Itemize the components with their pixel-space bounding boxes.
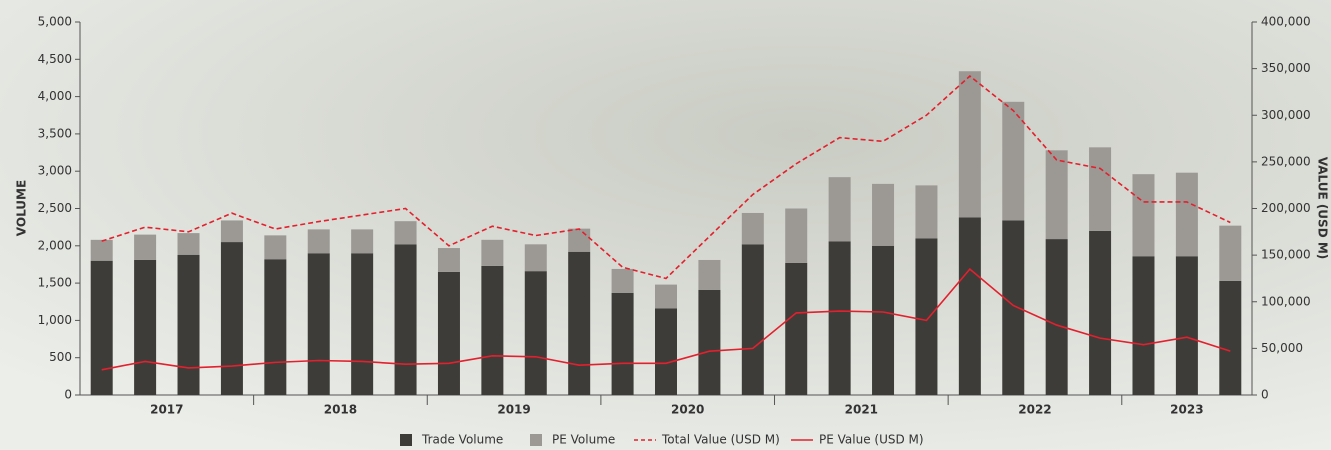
bar: [1175, 256, 1198, 395]
y-tick-label: 3,000: [38, 164, 72, 178]
bar: [1089, 230, 1112, 395]
bar: [307, 229, 330, 254]
bar: [90, 260, 113, 395]
line: [101, 267, 1231, 371]
y-tick-label: 0: [64, 388, 72, 402]
y2-tick-label: 200,000: [1261, 201, 1311, 215]
bar: [1219, 280, 1242, 395]
line: [101, 75, 1231, 280]
bar: [1002, 101, 1025, 221]
bar: [698, 289, 721, 395]
bar: [264, 235, 287, 260]
bar: [351, 253, 374, 395]
bar: [655, 284, 677, 309]
bar: [177, 233, 200, 255]
bar: [568, 251, 591, 395]
bar: [611, 268, 634, 293]
bar: [828, 241, 851, 395]
bar: [785, 208, 808, 263]
y-axis-title: VOLUME: [15, 180, 29, 236]
bar: [437, 248, 460, 272]
x-group-label: 2017: [150, 403, 183, 417]
y-tick-label: 2,500: [38, 201, 72, 215]
bar: [220, 220, 243, 243]
bar: [524, 244, 547, 272]
y2-tick-label: 50,000: [1261, 341, 1303, 355]
bar: [394, 244, 417, 395]
x-group-label: 2019: [497, 403, 530, 417]
bar: [134, 259, 157, 395]
y-tick-label: 4,000: [38, 89, 72, 103]
bar: [264, 259, 287, 395]
y-tick-label: 1,000: [38, 313, 72, 327]
y2-tick-label: 150,000: [1261, 248, 1311, 262]
bar: [741, 244, 764, 395]
legend-swatch: [400, 434, 412, 446]
bar: [134, 234, 157, 260]
x-group-label: 2021: [845, 403, 878, 417]
bar: [698, 259, 721, 290]
bar: [1219, 225, 1242, 281]
y-tick-label: 2,000: [38, 238, 72, 252]
bar: [741, 212, 764, 245]
legend-label: PE Value (USD M): [819, 433, 924, 447]
bar: [1132, 256, 1155, 395]
bar: [220, 242, 243, 395]
bar: [1002, 220, 1025, 395]
bar: [524, 271, 547, 395]
legend-swatch: [530, 434, 542, 446]
bar: [1089, 147, 1112, 231]
bar: [958, 217, 981, 395]
bar: [1132, 174, 1155, 257]
bar: [481, 239, 504, 266]
bar: [1175, 172, 1198, 257]
y2-tick-label: 350,000: [1261, 61, 1311, 75]
y2-tick-label: 400,000: [1261, 15, 1311, 29]
y2-tick-label: 100,000: [1261, 294, 1311, 308]
x-group-label: 2023: [1170, 403, 1203, 417]
legend-label: Total Value (USD M): [661, 433, 780, 447]
bar: [351, 229, 374, 254]
x-group-label: 2022: [1018, 403, 1051, 417]
y-tick-label: 1,500: [38, 276, 72, 290]
y2-tick-label: 0: [1261, 388, 1269, 402]
y-tick-label: 500: [49, 350, 72, 364]
bar: [177, 254, 200, 395]
bar: [437, 271, 460, 395]
legend-label: Trade Volume: [421, 433, 503, 447]
bar: [1045, 150, 1068, 240]
bar: [958, 71, 981, 218]
y2-axis-title: VALUE (USD M): [1316, 157, 1330, 260]
legend-label: PE Volume: [552, 433, 615, 447]
x-group-label: 2020: [671, 403, 704, 417]
bar: [568, 228, 591, 252]
y2-tick-label: 300,000: [1261, 108, 1311, 122]
bar: [90, 239, 113, 261]
bar: [915, 185, 938, 239]
bar: [785, 262, 808, 395]
y-tick-label: 4,500: [38, 52, 72, 66]
bar: [872, 245, 895, 395]
bar: [915, 238, 938, 395]
y2-tick-label: 250,000: [1261, 154, 1311, 168]
y-tick-label: 5,000: [38, 15, 72, 29]
bar: [655, 308, 677, 395]
bar: [394, 221, 417, 245]
bar: [872, 183, 895, 246]
bar: [481, 265, 504, 395]
bar: [611, 292, 634, 395]
bar: [1045, 239, 1068, 395]
y-tick-label: 3,500: [38, 126, 72, 140]
x-group-label: 2018: [324, 403, 357, 417]
bar: [307, 253, 330, 395]
bar: [828, 177, 851, 242]
